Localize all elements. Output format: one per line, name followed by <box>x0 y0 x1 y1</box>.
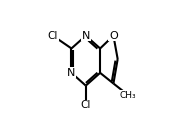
Text: N: N <box>82 31 90 41</box>
Text: O: O <box>109 31 118 41</box>
Text: CH₃: CH₃ <box>120 91 137 100</box>
Text: N: N <box>67 68 76 78</box>
Text: Cl: Cl <box>48 31 58 41</box>
Text: Cl: Cl <box>81 100 91 110</box>
